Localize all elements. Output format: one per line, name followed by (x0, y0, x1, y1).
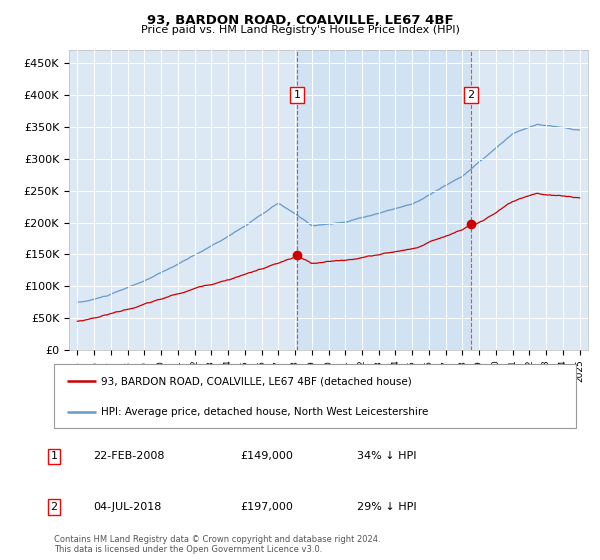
Text: 04-JUL-2018: 04-JUL-2018 (93, 502, 161, 512)
Text: Price paid vs. HM Land Registry's House Price Index (HPI): Price paid vs. HM Land Registry's House … (140, 25, 460, 35)
Text: 22-FEB-2008: 22-FEB-2008 (93, 451, 164, 461)
Text: HPI: Average price, detached house, North West Leicestershire: HPI: Average price, detached house, Nort… (101, 407, 428, 417)
Text: £149,000: £149,000 (240, 451, 293, 461)
Bar (297, 50, 471, 350)
Text: 2: 2 (467, 90, 475, 100)
Text: Contains HM Land Registry data © Crown copyright and database right 2024.
This d: Contains HM Land Registry data © Crown c… (54, 535, 380, 554)
Text: 2: 2 (50, 502, 58, 512)
Text: 93, BARDON ROAD, COALVILLE, LE67 4BF: 93, BARDON ROAD, COALVILLE, LE67 4BF (146, 14, 454, 27)
Text: 34% ↓ HPI: 34% ↓ HPI (357, 451, 416, 461)
Text: £197,000: £197,000 (240, 502, 293, 512)
Text: 93, BARDON ROAD, COALVILLE, LE67 4BF (detached house): 93, BARDON ROAD, COALVILLE, LE67 4BF (de… (101, 376, 412, 386)
Text: 1: 1 (293, 90, 301, 100)
FancyBboxPatch shape (54, 364, 576, 428)
Text: 29% ↓ HPI: 29% ↓ HPI (357, 502, 416, 512)
Text: 1: 1 (50, 451, 58, 461)
